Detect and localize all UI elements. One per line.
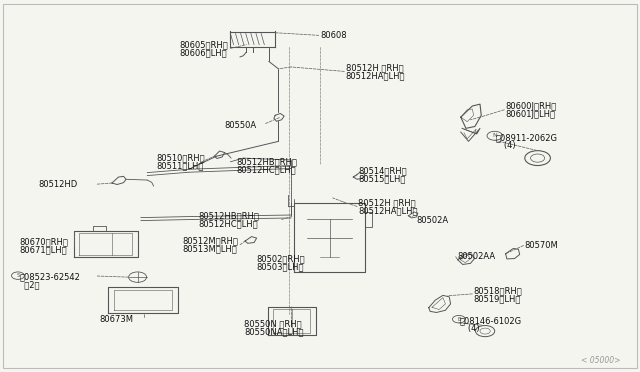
Text: 80502A: 80502A	[416, 216, 448, 225]
Text: 80600J〈RH〉: 80600J〈RH〉	[506, 102, 557, 110]
Text: 80512H 〈RH〉: 80512H 〈RH〉	[358, 198, 416, 207]
Text: 80512HC〈LH〉: 80512HC〈LH〉	[198, 219, 258, 228]
Text: 80512HD: 80512HD	[38, 180, 77, 189]
Text: 80550N 〈RH〉: 80550N 〈RH〉	[244, 319, 302, 328]
Text: (4): (4)	[460, 324, 479, 333]
Text: 80605〈RH〉: 80605〈RH〉	[179, 40, 228, 49]
Text: N: N	[492, 133, 497, 138]
Text: 80503〈LH〉: 80503〈LH〉	[256, 262, 303, 271]
Text: 80512H 〈RH〉: 80512H 〈RH〉	[346, 63, 403, 72]
Text: 80570M: 80570M	[525, 241, 559, 250]
Text: 80671〈LH〉: 80671〈LH〉	[19, 246, 67, 254]
Text: 80512HA〈LH〉: 80512HA〈LH〉	[358, 206, 418, 215]
Text: 80512HC〈LH〉: 80512HC〈LH〉	[237, 166, 296, 174]
Text: (4): (4)	[496, 141, 516, 150]
Text: 80601J〈LH〉: 80601J〈LH〉	[506, 110, 556, 119]
Text: 80550NA〈LH〉: 80550NA〈LH〉	[244, 327, 304, 336]
Text: 80670〈RH〉: 80670〈RH〉	[19, 237, 68, 246]
Text: Ⓝ08523-62542: Ⓝ08523-62542	[19, 273, 80, 282]
Text: 80513M〈LH〉: 80513M〈LH〉	[182, 245, 237, 254]
Text: 80502〈RH〉: 80502〈RH〉	[256, 254, 305, 263]
Text: 80512HB〈RH〉: 80512HB〈RH〉	[237, 157, 298, 166]
Text: 80606〈LH〉: 80606〈LH〉	[179, 48, 227, 57]
Text: 80550A: 80550A	[224, 121, 256, 130]
Text: 80511〈LH〉: 80511〈LH〉	[157, 162, 204, 171]
Text: 80512M〈RH〉: 80512M〈RH〉	[182, 237, 238, 246]
Text: 80519〈LH〉: 80519〈LH〉	[474, 295, 521, 304]
Text: 80502AA: 80502AA	[458, 252, 496, 261]
Text: 80514〈RH〉: 80514〈RH〉	[358, 167, 407, 176]
Text: 80608: 80608	[320, 31, 347, 40]
Text: B: B	[457, 317, 461, 322]
Text: ⓝ08911-2062G: ⓝ08911-2062G	[496, 133, 558, 142]
Text: 80512HB〈RH〉: 80512HB〈RH〉	[198, 211, 259, 220]
Text: 80512HA〈LH〉: 80512HA〈LH〉	[346, 71, 405, 80]
Text: < 05000>: < 05000>	[581, 356, 621, 365]
Text: 80515〈LH〉: 80515〈LH〉	[358, 175, 406, 184]
Text: ⒲08146-6102G: ⒲08146-6102G	[460, 316, 522, 325]
Text: S: S	[16, 273, 20, 278]
Text: 80518〈RH〉: 80518〈RH〉	[474, 286, 522, 295]
Text: 80673M: 80673M	[99, 315, 133, 324]
Text: 〲2〳: 〲2〳	[19, 281, 40, 290]
Text: 80510〈RH〉: 80510〈RH〉	[157, 154, 205, 163]
